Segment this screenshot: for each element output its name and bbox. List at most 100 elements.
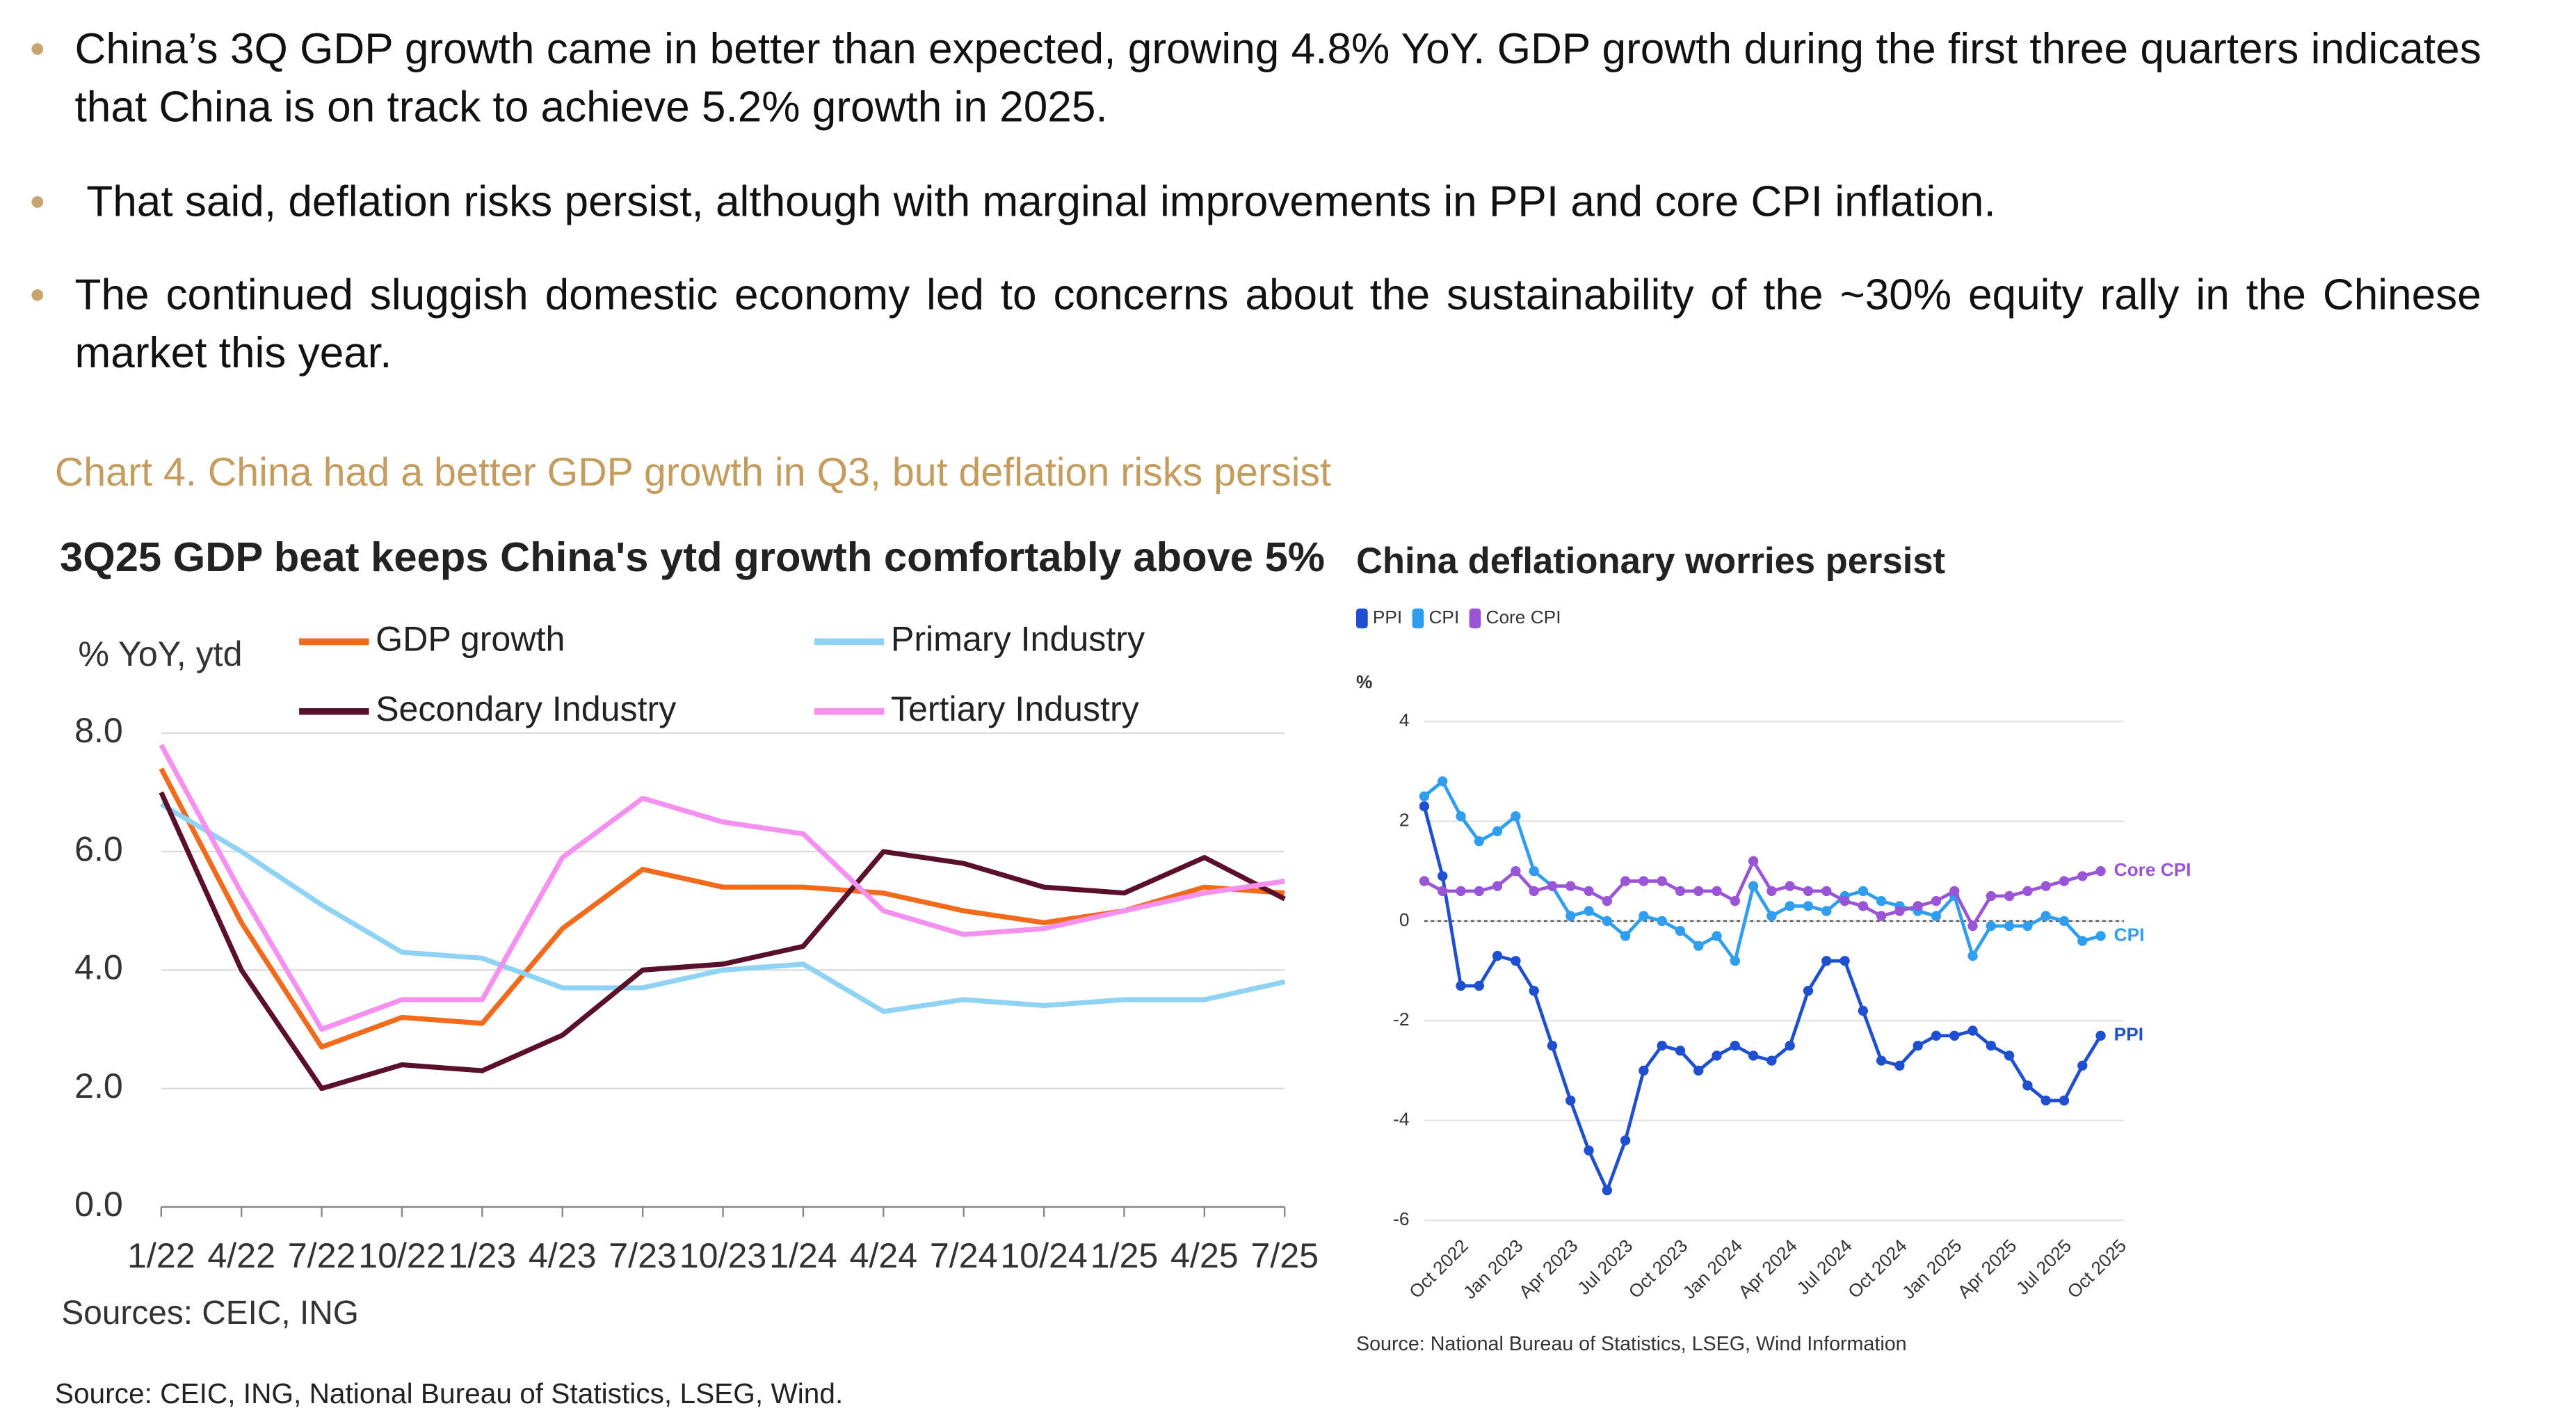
x-tick-label: Jan 2024 [1679, 1235, 1747, 1303]
data-point [1620, 931, 1631, 941]
data-point [1438, 776, 1448, 787]
x-tick-label: 7/25 [1250, 1236, 1319, 1275]
data-point [1730, 896, 1740, 906]
data-point [1565, 881, 1576, 891]
bullet-text: That said, deflation risks persist, alth… [86, 176, 1996, 226]
data-point [1511, 956, 1521, 966]
series-line [1423, 859, 2102, 928]
x-tick-label: Apr 2024 [1734, 1235, 1801, 1302]
y-tick-label: 8.0 [74, 711, 123, 750]
data-point [1986, 920, 1997, 932]
series-line [159, 744, 1285, 1032]
data-point [2077, 871, 2088, 881]
data-point [1931, 911, 1942, 921]
data-point [1840, 956, 1850, 966]
y-tick-label: 4 [1399, 710, 1410, 730]
data-point [1529, 886, 1539, 897]
data-point [2095, 931, 2106, 941]
data-point [2040, 1095, 2051, 1106]
y-tick-label: -4 [1393, 1109, 1409, 1130]
data-point [1584, 906, 1594, 916]
data-point [1474, 980, 1484, 991]
data-point [1986, 890, 1997, 902]
data-point [1730, 956, 1740, 966]
data-point [1949, 1030, 1960, 1041]
data-point [1639, 911, 1649, 921]
data-point [1766, 911, 1777, 921]
data-point [1639, 876, 1649, 886]
data-point [1584, 886, 1594, 897]
data-point [1803, 986, 1814, 996]
data-point [1419, 791, 1430, 801]
chart-source: Sources: CEIC, ING [61, 1295, 359, 1332]
data-point [1967, 950, 1978, 961]
x-tick-label: 4/22 [207, 1236, 275, 1275]
data-point [1602, 916, 1612, 927]
series-end-label: Core CPI [2114, 859, 2191, 880]
data-point [2022, 886, 2033, 897]
data-point [1766, 1055, 1777, 1066]
data-point [1657, 876, 1667, 886]
data-point [1602, 1185, 1612, 1196]
data-point [1876, 911, 1887, 921]
data-point [1492, 950, 1503, 961]
data-point [1821, 956, 1832, 966]
x-tick-label: 7/22 [288, 1236, 356, 1275]
y-tick-label: 4.0 [74, 948, 123, 987]
x-tick-label: Apr 2025 [1954, 1235, 2021, 1302]
series-end-label: PPI [2114, 1024, 2143, 1045]
legend-label: GDP growth [376, 620, 565, 659]
x-tick-label: Apr 2023 [1515, 1235, 1582, 1302]
data-point [1529, 866, 1539, 877]
data-point [1438, 886, 1448, 897]
data-point [1894, 1060, 1905, 1071]
data-point [1675, 926, 1686, 936]
series-line [159, 801, 1285, 1014]
data-point [1858, 901, 1869, 911]
data-point [1712, 1050, 1722, 1061]
data-point [1949, 886, 1960, 897]
legend-label: Core CPI [1486, 607, 1561, 627]
x-tick-label: 1/23 [449, 1236, 517, 1275]
data-point [1474, 886, 1484, 897]
legend-swatch [1412, 608, 1424, 629]
data-point [1803, 886, 1814, 897]
data-point [1821, 906, 1832, 916]
data-point [2077, 1060, 2088, 1071]
footer-source: Source: CEIC, ING, National Bureau of St… [54, 1378, 844, 1410]
data-point [2095, 866, 2106, 877]
data-point [2004, 890, 2015, 902]
series-line [1422, 806, 2102, 1192]
bullet-dot [31, 195, 44, 208]
data-point [1821, 886, 1832, 897]
data-point [2040, 881, 2051, 891]
data-point [1931, 1030, 1942, 1041]
legend-label: Secondary Industry [376, 689, 676, 728]
data-point [1456, 811, 1466, 822]
bullet-text: The continued sluggish domestic economy … [74, 269, 2481, 378]
data-point [2022, 920, 2033, 932]
data-point [2095, 1030, 2106, 1041]
data-point [1785, 901, 1795, 911]
data-point [1785, 881, 1795, 891]
x-tick-label: 7/24 [930, 1236, 998, 1275]
bullet-text: China’s 3Q GDP growth came in better tha… [74, 23, 2481, 131]
legend-label: CPI [1428, 607, 1459, 627]
x-tick-label: 10/24 [1000, 1236, 1088, 1275]
x-tick-label: 7/23 [609, 1236, 677, 1275]
x-tick-label: Jan 2023 [1459, 1235, 1527, 1303]
x-tick-label: Jan 2025 [1898, 1235, 1966, 1303]
x-tick-label: 4/23 [529, 1236, 597, 1275]
data-point [1693, 941, 1704, 951]
chart-caption: Chart 4. China had a better GDP growth i… [54, 450, 1332, 496]
x-tick-label: Oct 2023 [1625, 1235, 1692, 1302]
data-point [1730, 1040, 1740, 1051]
data-point [1492, 826, 1503, 837]
series-line [1423, 779, 2102, 963]
data-point [2059, 876, 2070, 886]
x-tick-label: Oct 2022 [1405, 1235, 1472, 1302]
x-tick-label: 1/24 [769, 1236, 837, 1275]
data-point [2077, 936, 2088, 946]
